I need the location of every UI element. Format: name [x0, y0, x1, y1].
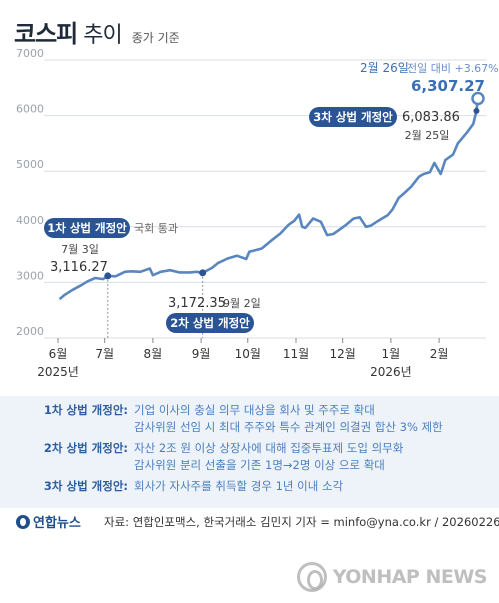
note-label: 2차 상법 개정안: [43, 441, 128, 455]
y-tick-label: 2000 [16, 325, 44, 338]
note-label: 1차 상법 개정안: [43, 403, 128, 417]
yonhap-watermark-icon [296, 562, 327, 592]
annotation-badge-label: 2차 상법 개정안 [170, 316, 250, 330]
last-date: 2월 26일 [360, 61, 409, 75]
annotation-value: 3,172.35 [168, 296, 226, 311]
year-label: 2026년 [370, 365, 412, 379]
annotation-point [199, 269, 207, 277]
note-line: 회사가 자사주를 취득할 경우 1년 이내 소각 [134, 479, 344, 493]
chart-header: 코스피 추이 종가 기준 [14, 14, 180, 49]
kospi-line-chart: 2000 3000 4000 5000 6000 7000 6월 7월 8월 9월 10월 11월 12… [16, 48, 499, 379]
amendment-notes: 1차 상법 개정안: 기업 이사의 충실 의무 대상을 회사 및 주주로 확대 … [0, 396, 499, 508]
note-line: 기업 이사의 충실 의무 대상을 회사 및 주주로 확대 [134, 403, 375, 417]
last-value: 6,307.27 [411, 77, 485, 95]
watermark: YONHAP NEWS [296, 562, 488, 592]
annotation-point [473, 107, 480, 114]
yonhap-logo: 연합뉴스 [16, 512, 81, 531]
x-tick-label: 11월 [283, 347, 309, 361]
x-tick-label: 2월 [430, 347, 449, 361]
annotation-badge [166, 313, 254, 333]
annotation-badge [44, 218, 130, 238]
yonhap-logo-icon [16, 514, 30, 529]
x-tick-label: 9월 [192, 347, 211, 361]
annotation-date: 7월 3일 [61, 242, 99, 256]
last-change: 전일 대비 +3.67% [407, 61, 499, 75]
x-tick-label: 6월 [49, 347, 68, 361]
note-line: 감사위원 선임 시 최대 주주와 특수 관계인 의결권 합산 3% 제한 [134, 420, 443, 434]
annotation-date: 2월 25일 [405, 128, 450, 142]
x-tick-label: 12월 [330, 347, 356, 361]
y-tick-label: 6000 [16, 103, 44, 116]
annotation-point [104, 272, 112, 280]
logo-text: 연합뉴스 [33, 516, 81, 531]
y-tick-label: 5000 [16, 158, 44, 171]
last-point [471, 91, 485, 106]
x-tick-label: 10월 [235, 347, 261, 361]
source-credit: 자료: 연합인포맥스, 한국거래소 김민지 기자 = minfo@yna.co.… [104, 515, 499, 529]
x-tick-label: 7월 [95, 347, 114, 361]
annotation-badge-label: 3차 상법 개정안 [313, 110, 393, 124]
annotation-value: 3,116.27 [50, 260, 108, 275]
annotation-value: 6,083.86 [402, 110, 460, 125]
chart-title: 코스피 [14, 20, 78, 48]
y-tick-label: 7000 [16, 48, 44, 60]
note-line: 감사위원 분리 선출을 기존 1명→2명 이상 으로 확대 [134, 458, 385, 472]
annotation-note: 국회 통과 [134, 222, 178, 235]
annotation-badge [309, 107, 397, 127]
chart-title-sub: 추이 [83, 23, 122, 48]
chart-note: 종가 기준 [131, 31, 180, 45]
annotation-date: 9월 2일 [223, 296, 261, 310]
y-tick-label: 3000 [16, 269, 44, 282]
footer: 연합뉴스 자료: 연합인포맥스, 한국거래소 김민지 기자 = minfo@yn… [0, 508, 499, 603]
note-label: 3차 상법 개정안: [43, 479, 128, 493]
x-tick-label: 1월 [382, 347, 401, 361]
y-tick-label: 4000 [16, 214, 44, 227]
note-line: 자산 2조 원 이상 상장사에 대해 집중투표제 도입 의무화 [134, 441, 404, 455]
x-tick-label: 8월 [144, 347, 163, 361]
kospi-series-line [58, 98, 480, 301]
annotation-badge-label: 1차 상법 개정안 [47, 221, 127, 235]
watermark-text: YONHAP NEWS [332, 566, 488, 588]
year-label: 2025년 [37, 365, 79, 379]
